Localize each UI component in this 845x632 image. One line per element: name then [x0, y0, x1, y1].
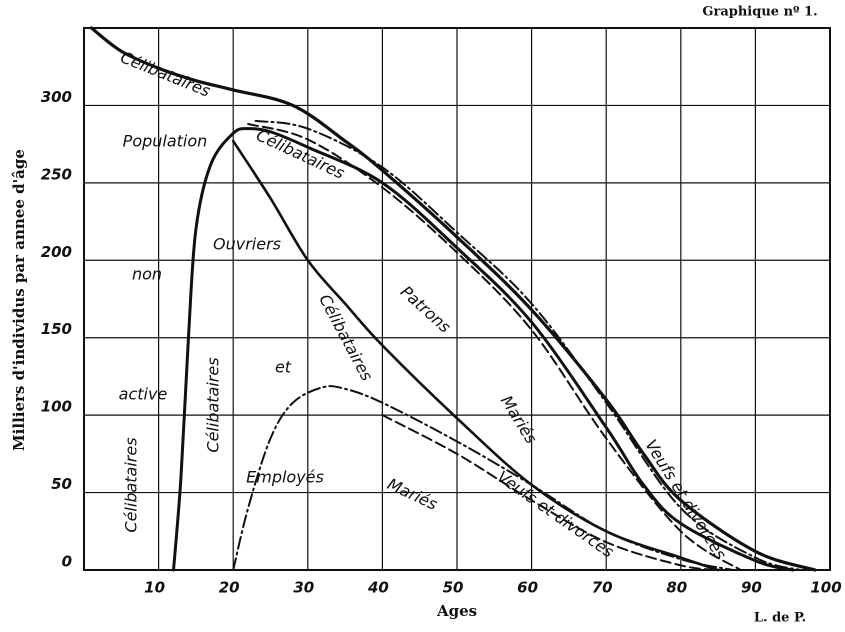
series-line — [89, 26, 817, 572]
y-tick-label: 50 — [51, 475, 72, 493]
x-tick-label: 10 — [144, 579, 165, 597]
x-tick-label: 40 — [367, 579, 389, 597]
x-tick-label: 90 — [741, 579, 762, 597]
x-tick-label: 50 — [443, 579, 464, 597]
series-line — [231, 139, 720, 572]
y-tick-label: 150 — [41, 320, 72, 338]
y-tick-label: 0 — [62, 553, 72, 571]
y-tick-label: 250 — [41, 165, 72, 183]
annotation: Célibataires — [204, 357, 223, 452]
x-tick-label: 30 — [293, 579, 314, 597]
annotation: Employés — [246, 468, 324, 487]
x-axis-label: Ages — [436, 602, 477, 620]
annotation: Mariés — [497, 392, 541, 447]
annotation: active — [119, 385, 168, 404]
series-line — [381, 414, 720, 571]
annotation: Veufs et divorcés — [494, 467, 618, 562]
annotation: et — [275, 358, 292, 377]
x-tick-label: 100 — [810, 579, 841, 597]
x-tick-label: 80 — [666, 579, 687, 597]
annotation: Ouvriers — [213, 235, 281, 254]
y-tick-label: 300 — [41, 88, 72, 106]
x-tick-label: 20 — [219, 579, 240, 597]
source: L. de P. — [754, 611, 806, 626]
x-tick-label: 70 — [592, 579, 613, 597]
annotation: non — [132, 265, 162, 284]
x-tick-label: 60 — [517, 579, 538, 597]
annotation: Mariés — [384, 474, 440, 514]
annotation: Patrons — [397, 282, 455, 337]
series-line — [172, 127, 795, 572]
series-line — [254, 119, 802, 571]
annotation: Célibataires — [118, 47, 213, 100]
series-line — [232, 385, 735, 571]
series-line — [247, 123, 742, 571]
annotation: Population — [123, 132, 208, 151]
y-axis-label: Milliers d'individus par annee d'âge — [10, 149, 28, 451]
y-tick-label: 200 — [41, 243, 72, 261]
annotation: Célibataires — [122, 437, 141, 532]
y-tick-label: 100 — [41, 398, 72, 416]
chart-title: Graphique nº 1. — [702, 5, 817, 20]
